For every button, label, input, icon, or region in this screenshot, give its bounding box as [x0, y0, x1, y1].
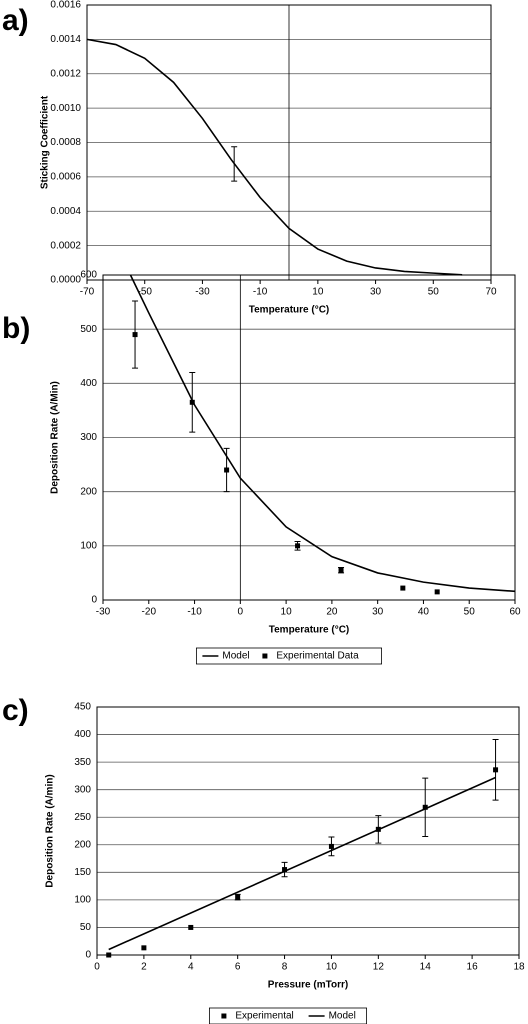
x-tick-label: -50 — [137, 287, 152, 298]
y-tick-label: 250 — [74, 812, 91, 823]
y-tick-label: 0.0006 — [50, 172, 81, 183]
x-tick-label: 10 — [312, 287, 324, 298]
y-tick-label: 300 — [80, 432, 97, 443]
y-tick-label: 100 — [80, 540, 97, 551]
data-point — [295, 543, 301, 549]
panel-label: a) — [2, 4, 29, 37]
x-tick-label: 18 — [513, 962, 525, 973]
y-tick-label: 450 — [74, 702, 91, 713]
x-tick-label: 10 — [281, 607, 293, 618]
panel-label: b) — [2, 312, 30, 345]
y-tick-label: 400 — [80, 378, 97, 389]
y-tick-label: 200 — [74, 839, 91, 850]
x-tick-label: 4 — [188, 962, 194, 973]
x-tick-label: 14 — [420, 962, 432, 973]
x-tick-label: 0 — [94, 962, 100, 973]
data-point — [338, 567, 344, 573]
data-point — [434, 589, 440, 595]
x-tick-label: 40 — [418, 607, 430, 618]
y-tick-label: 300 — [74, 784, 91, 795]
x-axis-title: Temperature (°C) — [269, 625, 350, 636]
legend-box — [208, 1007, 367, 1024]
data-point — [235, 894, 241, 900]
y-tick-label: 0.0012 — [50, 68, 81, 79]
data-point — [141, 945, 147, 951]
x-tick-label: 12 — [373, 962, 385, 973]
y-axis-title: Sticking Coefficient — [40, 95, 51, 189]
y-tick-label: 50 — [80, 922, 92, 933]
x-tick-label: -10 — [253, 287, 268, 298]
y-tick-label: 0.0004 — [50, 206, 81, 217]
x-tick-label: 6 — [235, 962, 241, 973]
data-point — [224, 467, 230, 473]
y-tick-label: 200 — [80, 486, 97, 497]
x-tick-label: 16 — [467, 962, 479, 973]
data-point — [422, 804, 428, 810]
x-tick-label: 0 — [238, 607, 244, 618]
data-point — [400, 585, 406, 591]
x-axis-title: Pressure (mTorr) — [268, 980, 348, 991]
data-point — [282, 867, 288, 873]
x-tick-label: 2 — [141, 962, 147, 973]
x-tick-label: -10 — [187, 607, 202, 618]
data-point — [132, 332, 138, 338]
y-tick-label: 0.0008 — [50, 137, 81, 148]
data-point — [493, 767, 499, 773]
plot-frame — [96, 706, 520, 956]
y-tick-label: 600 — [80, 270, 97, 281]
x-tick-label: 50 — [464, 607, 476, 618]
model-line — [108, 776, 496, 951]
legend-label: Model — [222, 651, 249, 662]
data-point — [328, 843, 334, 849]
y-tick-label: 0.0002 — [50, 240, 81, 251]
legend-label: Experimental — [235, 1011, 293, 1022]
y-tick-label: 400 — [74, 729, 91, 740]
model-line — [129, 274, 516, 593]
legend-box — [195, 647, 382, 665]
data-point — [106, 952, 112, 958]
y-tick-label: 0.0010 — [50, 103, 81, 114]
panel-label: c) — [2, 694, 29, 727]
y-tick-label: 500 — [80, 324, 97, 335]
y-tick-label: 0.0014 — [50, 34, 81, 45]
y-axis-title: Deposition Rate (A/Min) — [50, 381, 61, 494]
y-tick-label: 100 — [74, 895, 91, 906]
data-point — [188, 924, 194, 930]
legend-swatch — [262, 653, 268, 659]
legend-swatch — [221, 1013, 227, 1019]
x-tick-label: -70 — [80, 287, 95, 298]
y-tick-label: 0 — [91, 595, 97, 606]
legend-label: Model — [329, 1011, 356, 1022]
x-tick-label: 60 — [509, 607, 521, 618]
x-tick-label: 30 — [370, 287, 382, 298]
x-tick-label: 70 — [485, 287, 497, 298]
x-tick-label: 8 — [282, 962, 288, 973]
y-tick-label: 0.0016 — [50, 0, 81, 11]
model-line — [86, 38, 463, 276]
x-axis-title: Temperature (°C) — [249, 305, 330, 316]
y-tick-label: 0.0000 — [50, 275, 81, 286]
x-tick-label: 20 — [326, 607, 338, 618]
x-tick-label: 50 — [428, 287, 440, 298]
y-tick-label: 150 — [74, 867, 91, 878]
x-tick-label: 10 — [326, 962, 338, 973]
error-bar — [231, 146, 238, 182]
plot-frame — [102, 274, 516, 601]
x-tick-label: 30 — [372, 607, 384, 618]
y-tick-label: 350 — [74, 757, 91, 768]
x-tick-label: -30 — [96, 607, 111, 618]
x-tick-label: -30 — [195, 287, 210, 298]
y-axis-title: Deposition Rate (A/min) — [45, 774, 56, 887]
data-point — [189, 399, 195, 405]
x-tick-label: -20 — [142, 607, 157, 618]
legend-label: Experimental Data — [276, 651, 359, 662]
y-tick-label: 0 — [85, 950, 91, 961]
